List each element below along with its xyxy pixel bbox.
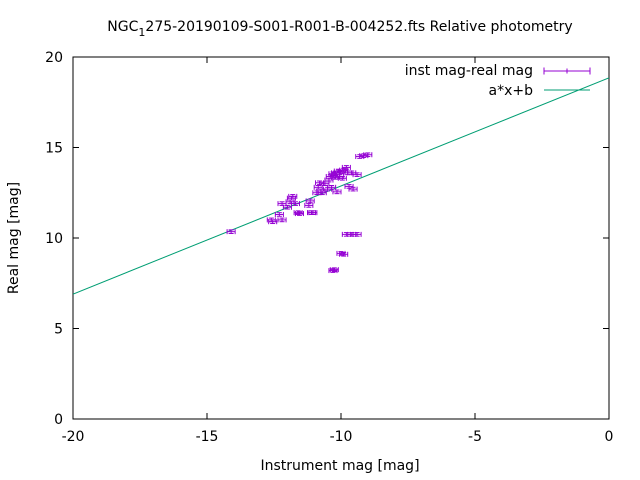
x-axis: -20 -15 -10 -5 0 bbox=[62, 57, 614, 445]
data-point bbox=[332, 189, 342, 195]
data-point bbox=[348, 186, 358, 192]
legend-label-fit: a*x+b bbox=[489, 83, 534, 99]
x-axis-label: Instrument mag [mag] bbox=[260, 458, 419, 474]
fit-line-layer bbox=[73, 77, 609, 295]
data-point bbox=[337, 175, 347, 181]
y-tick-label: 0 bbox=[54, 412, 63, 428]
fit-line bbox=[73, 77, 609, 295]
data-point bbox=[327, 184, 337, 190]
x-tick-label: -10 bbox=[330, 429, 353, 445]
data-point bbox=[290, 201, 300, 207]
chart-title-suffix: 275-20190109-S001-R001-B-004252.fts Rela… bbox=[145, 19, 572, 35]
data-point bbox=[329, 267, 339, 273]
data-point bbox=[304, 202, 314, 208]
data-point bbox=[341, 164, 351, 170]
y-tick-label: 10 bbox=[45, 231, 63, 247]
y-axis-label: Real mag [mag] bbox=[6, 182, 22, 294]
legend-errorbar bbox=[543, 67, 591, 75]
x-tick-label: 0 bbox=[605, 429, 614, 445]
data-point bbox=[305, 198, 315, 204]
x-tick-label: -5 bbox=[468, 429, 482, 445]
data-point bbox=[277, 217, 287, 223]
y-tick-label: 15 bbox=[45, 141, 63, 157]
data-point bbox=[294, 211, 304, 217]
data-point bbox=[339, 251, 349, 257]
chart-title-subscript: 1 bbox=[138, 26, 145, 39]
y-tick-label: 5 bbox=[54, 322, 63, 338]
data-points-layer bbox=[226, 152, 373, 274]
data-point bbox=[308, 210, 318, 216]
legend: inst mag-real mag a*x+b bbox=[405, 63, 591, 99]
y-tick-label: 20 bbox=[45, 50, 63, 66]
data-point bbox=[288, 193, 298, 199]
legend-sample-points bbox=[543, 67, 591, 75]
data-point bbox=[317, 190, 327, 196]
y-axis: 0 5 10 15 20 bbox=[45, 50, 609, 428]
chart-title: NGC1275-20190109-S001-R001-B-004252.fts … bbox=[107, 19, 572, 39]
plot-frame bbox=[72, 56, 610, 420]
data-point bbox=[274, 211, 284, 217]
chart-title-prefix: NGC bbox=[107, 19, 138, 35]
data-point bbox=[268, 219, 278, 225]
data-point bbox=[352, 231, 362, 237]
data-point bbox=[352, 172, 362, 178]
data-point bbox=[226, 229, 236, 235]
data-point bbox=[315, 180, 325, 186]
x-tick-label: -15 bbox=[196, 429, 219, 445]
legend-label-points: inst mag-real mag bbox=[405, 63, 533, 79]
data-point bbox=[277, 201, 287, 207]
data-point bbox=[363, 152, 373, 158]
data-point bbox=[282, 204, 292, 210]
x-tick-label: -20 bbox=[62, 429, 85, 445]
